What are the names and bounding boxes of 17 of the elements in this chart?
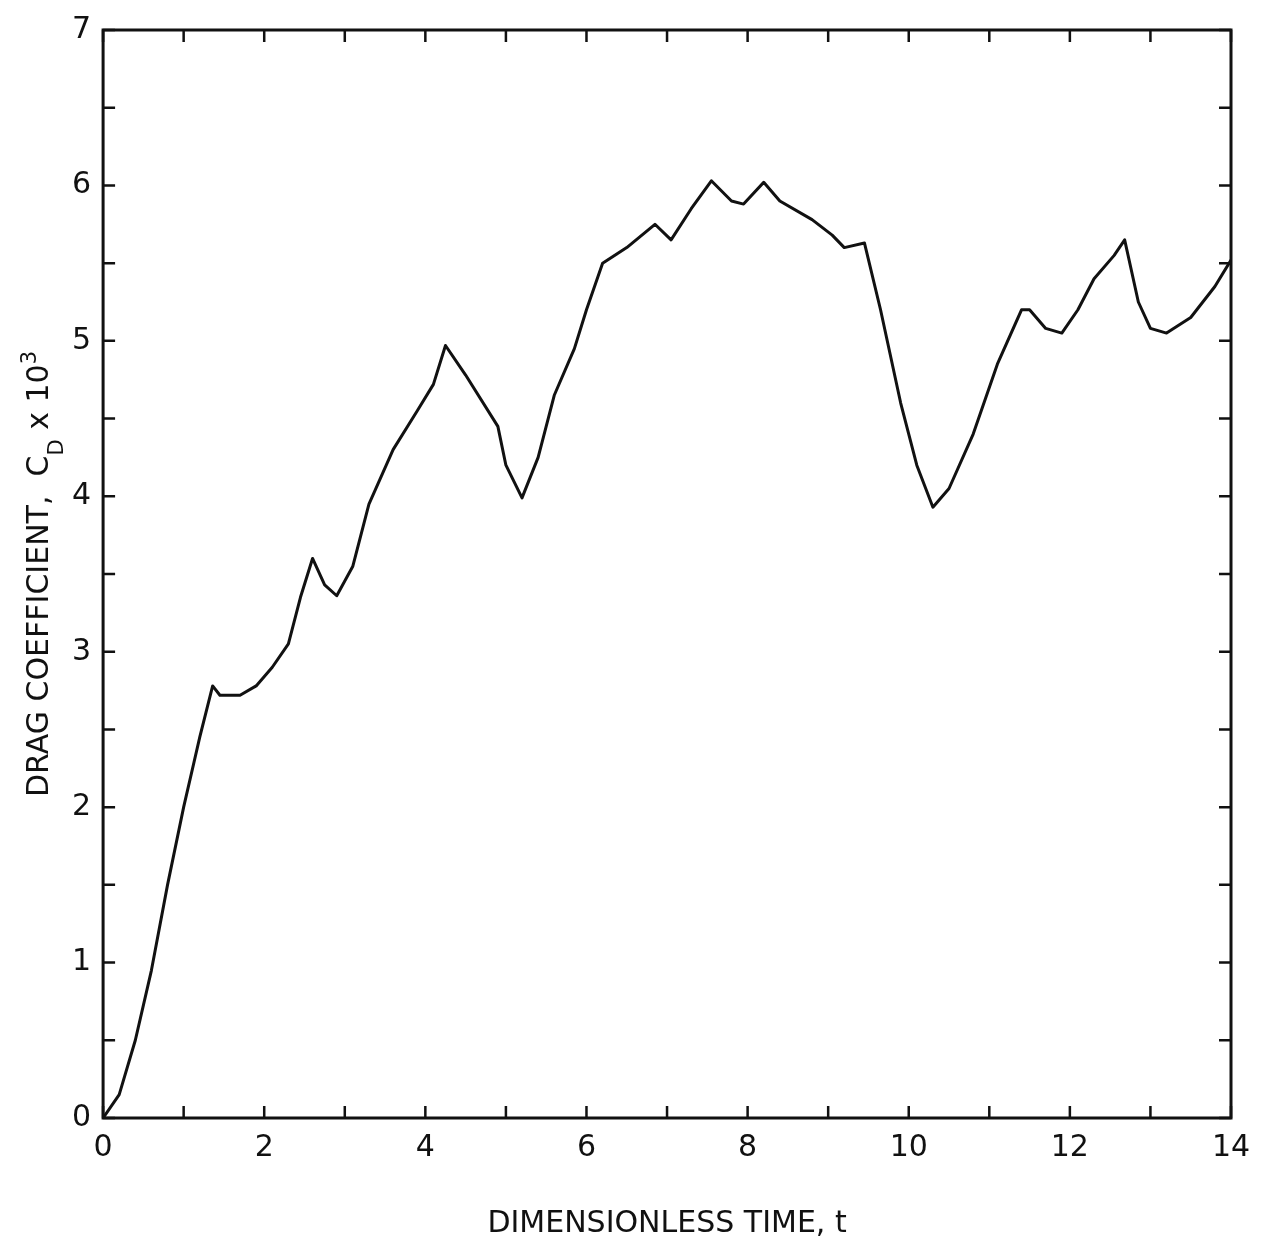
y-tick-label: 0 (71, 1097, 92, 1133)
y-tick-label: 5 (71, 320, 92, 356)
y-tick-label: 3 (71, 631, 92, 667)
x-tick-label: 4 (415, 1127, 435, 1163)
x-axis-title: DIMENSIONLESS TIME, t (487, 1204, 847, 1239)
x-tick-label: 8 (738, 1127, 758, 1163)
x-tick-label: 14 (1211, 1127, 1251, 1163)
y-tick-label: 2 (71, 786, 92, 822)
y-tick-label: 6 (71, 165, 92, 201)
y-tick-label: 7 (71, 9, 92, 45)
x-tick-label: 2 (254, 1127, 274, 1163)
x-tick-label: 6 (576, 1127, 597, 1163)
y-tick-label: 1 (71, 942, 92, 978)
y-tick-label: 4 (71, 476, 92, 512)
x-tick-label: 10 (889, 1127, 928, 1163)
y-axis-title: DRAG COEFFICIENT, CD x 103 (17, 350, 68, 797)
x-tick-label: 12 (1050, 1127, 1089, 1163)
